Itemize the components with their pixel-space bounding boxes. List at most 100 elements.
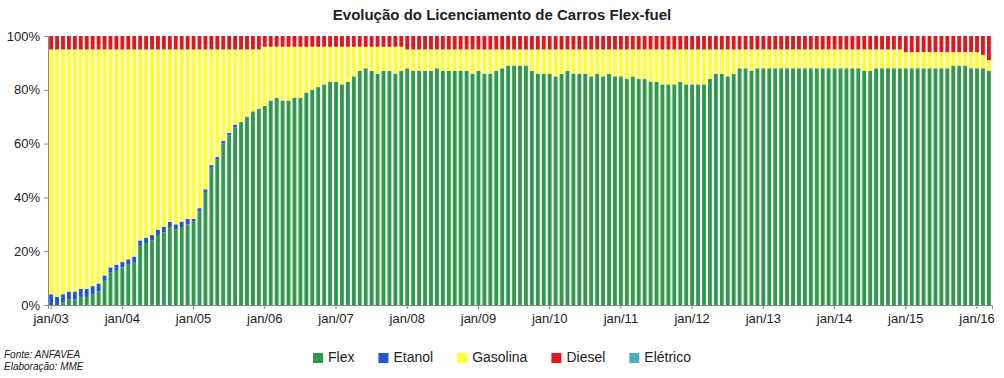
bar xyxy=(417,36,421,37)
tick-mark xyxy=(44,251,48,252)
bar xyxy=(310,90,314,305)
tick-label: jan/16 xyxy=(958,311,994,326)
bar xyxy=(346,36,350,47)
bar xyxy=(49,49,53,294)
bar xyxy=(352,36,356,37)
bar xyxy=(423,36,427,49)
bar xyxy=(720,74,724,305)
tick-mark xyxy=(977,305,978,309)
bar xyxy=(726,49,730,76)
bar xyxy=(981,36,985,55)
bar xyxy=(91,36,95,37)
bar xyxy=(358,36,362,47)
bar xyxy=(856,68,860,305)
bar xyxy=(839,36,843,37)
bar xyxy=(114,36,118,49)
bar xyxy=(376,47,380,74)
bar xyxy=(435,36,439,49)
bar xyxy=(429,36,433,37)
bar xyxy=(910,52,914,68)
bar xyxy=(566,36,570,37)
bar xyxy=(435,49,439,68)
bar xyxy=(221,141,225,144)
bar xyxy=(340,36,344,47)
bar xyxy=(649,82,653,305)
bar xyxy=(619,36,623,37)
bar xyxy=(530,49,534,71)
tick-mark xyxy=(620,305,621,309)
bar xyxy=(845,36,849,37)
bar xyxy=(459,49,463,71)
bar xyxy=(447,71,451,305)
bar xyxy=(269,36,273,37)
bar xyxy=(773,68,777,305)
tick-mark xyxy=(407,305,408,309)
bar xyxy=(322,36,326,37)
bar xyxy=(85,36,89,49)
bar xyxy=(322,84,326,305)
bar xyxy=(114,265,118,270)
bar xyxy=(637,79,641,305)
bar xyxy=(542,74,546,305)
bar xyxy=(316,36,320,47)
bar xyxy=(661,36,665,49)
bar xyxy=(471,36,475,49)
bar xyxy=(120,49,124,262)
bar xyxy=(186,36,190,49)
bar xyxy=(625,79,629,305)
bar xyxy=(833,36,837,49)
legend-label: Diesel xyxy=(566,349,605,365)
bar xyxy=(714,49,718,73)
bar xyxy=(417,36,421,49)
bar xyxy=(233,36,237,37)
bar xyxy=(55,297,59,305)
bar xyxy=(702,36,706,37)
bar xyxy=(435,68,439,305)
bar xyxy=(738,49,742,68)
bar xyxy=(453,36,457,37)
bar xyxy=(192,219,196,222)
bar xyxy=(548,36,552,49)
bar xyxy=(595,36,599,49)
bar xyxy=(589,36,593,37)
tick-label: jan/07 xyxy=(317,311,353,326)
bar xyxy=(898,68,902,305)
tick-label: 40% xyxy=(14,190,40,205)
bar xyxy=(293,36,297,37)
bar xyxy=(441,36,445,49)
bar xyxy=(482,49,486,73)
bar xyxy=(850,68,854,305)
bar xyxy=(566,36,570,49)
bar xyxy=(738,68,742,305)
bar xyxy=(839,68,843,305)
bar xyxy=(227,133,231,136)
tick: jan/04 xyxy=(104,305,140,326)
bar xyxy=(67,292,71,300)
bar xyxy=(744,36,748,37)
bar xyxy=(845,68,849,305)
bar xyxy=(868,71,872,305)
bar xyxy=(399,47,403,71)
tick-label: jan/15 xyxy=(887,311,923,326)
bar xyxy=(554,36,558,49)
bar xyxy=(79,297,83,305)
bar xyxy=(506,36,510,49)
bar xyxy=(904,36,908,37)
bar xyxy=(298,36,302,47)
bar xyxy=(156,235,160,305)
bar xyxy=(132,262,136,305)
bar xyxy=(73,300,77,305)
bar xyxy=(815,36,819,37)
tick-mark xyxy=(478,305,479,309)
bar xyxy=(358,36,362,37)
bar xyxy=(809,49,813,68)
bar xyxy=(821,49,825,68)
bar xyxy=(233,127,237,305)
bar xyxy=(150,49,154,235)
bar xyxy=(447,36,451,49)
bar xyxy=(482,36,486,37)
bar xyxy=(328,82,332,305)
bar xyxy=(251,111,255,305)
bar xyxy=(583,36,587,49)
bar xyxy=(643,49,647,79)
